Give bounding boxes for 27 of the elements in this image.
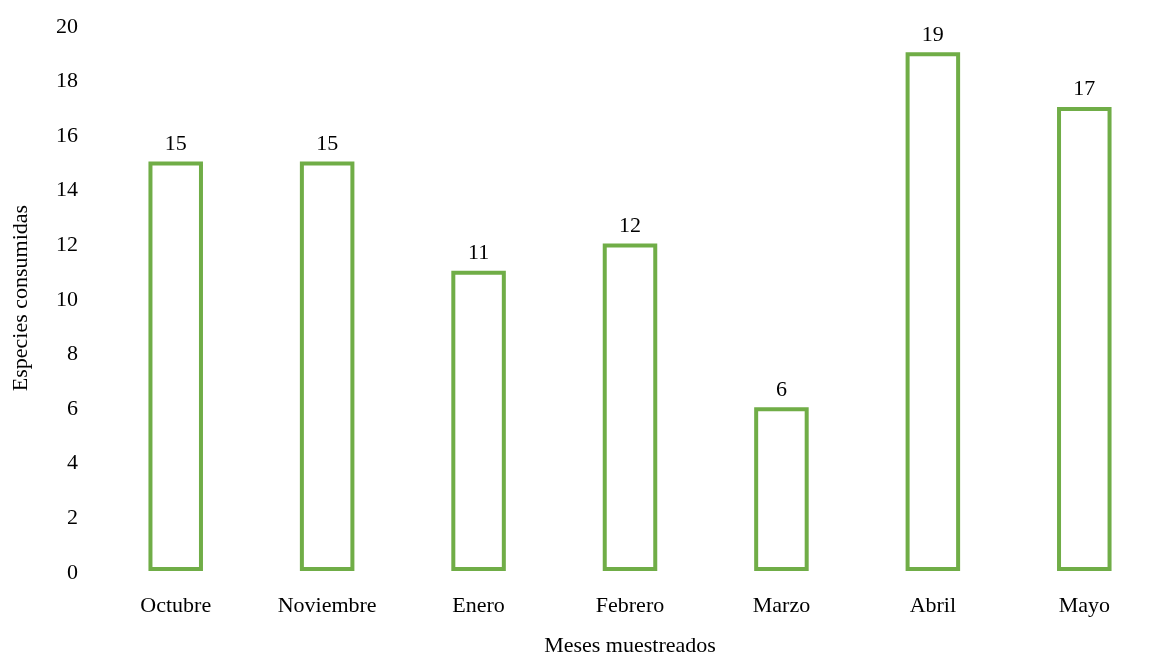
data-label: 15 bbox=[164, 130, 187, 155]
x-tick-label: Febrero bbox=[595, 591, 665, 617]
y-tick-label: 4 bbox=[67, 449, 78, 475]
y-axis-title: Especies consumidas bbox=[6, 204, 32, 392]
x-tick-label: Octubre bbox=[140, 591, 212, 617]
y-tick-label: 20 bbox=[56, 12, 78, 38]
data-label: 19 bbox=[921, 20, 944, 46]
y-tick-label: 12 bbox=[56, 230, 78, 256]
x-axis-title: Meses muestreados bbox=[544, 631, 716, 657]
data-label: 17 bbox=[1073, 75, 1096, 101]
data-label: 12 bbox=[619, 211, 641, 237]
data-label: 11 bbox=[467, 239, 490, 265]
x-tick-label: Abril bbox=[909, 591, 957, 617]
x-tick-label: Noviembre bbox=[277, 591, 377, 617]
y-tick-label: 2 bbox=[67, 503, 78, 529]
y-tick-label: 8 bbox=[67, 340, 78, 366]
y-tick-label: 6 bbox=[67, 394, 78, 420]
data-label: 6 bbox=[775, 375, 787, 401]
x-tick-label: Marzo bbox=[752, 591, 811, 617]
y-tick-label: 18 bbox=[56, 67, 78, 93]
data-label: 15 bbox=[316, 130, 339, 155]
y-tick-label: 16 bbox=[56, 121, 78, 147]
y-tick-label: 0 bbox=[67, 558, 78, 584]
x-tick-label: Mayo bbox=[1058, 591, 1110, 617]
y-tick-label: 10 bbox=[56, 285, 78, 311]
y-tick-label: 14 bbox=[56, 176, 78, 202]
x-tick-label: Enero bbox=[452, 591, 505, 617]
